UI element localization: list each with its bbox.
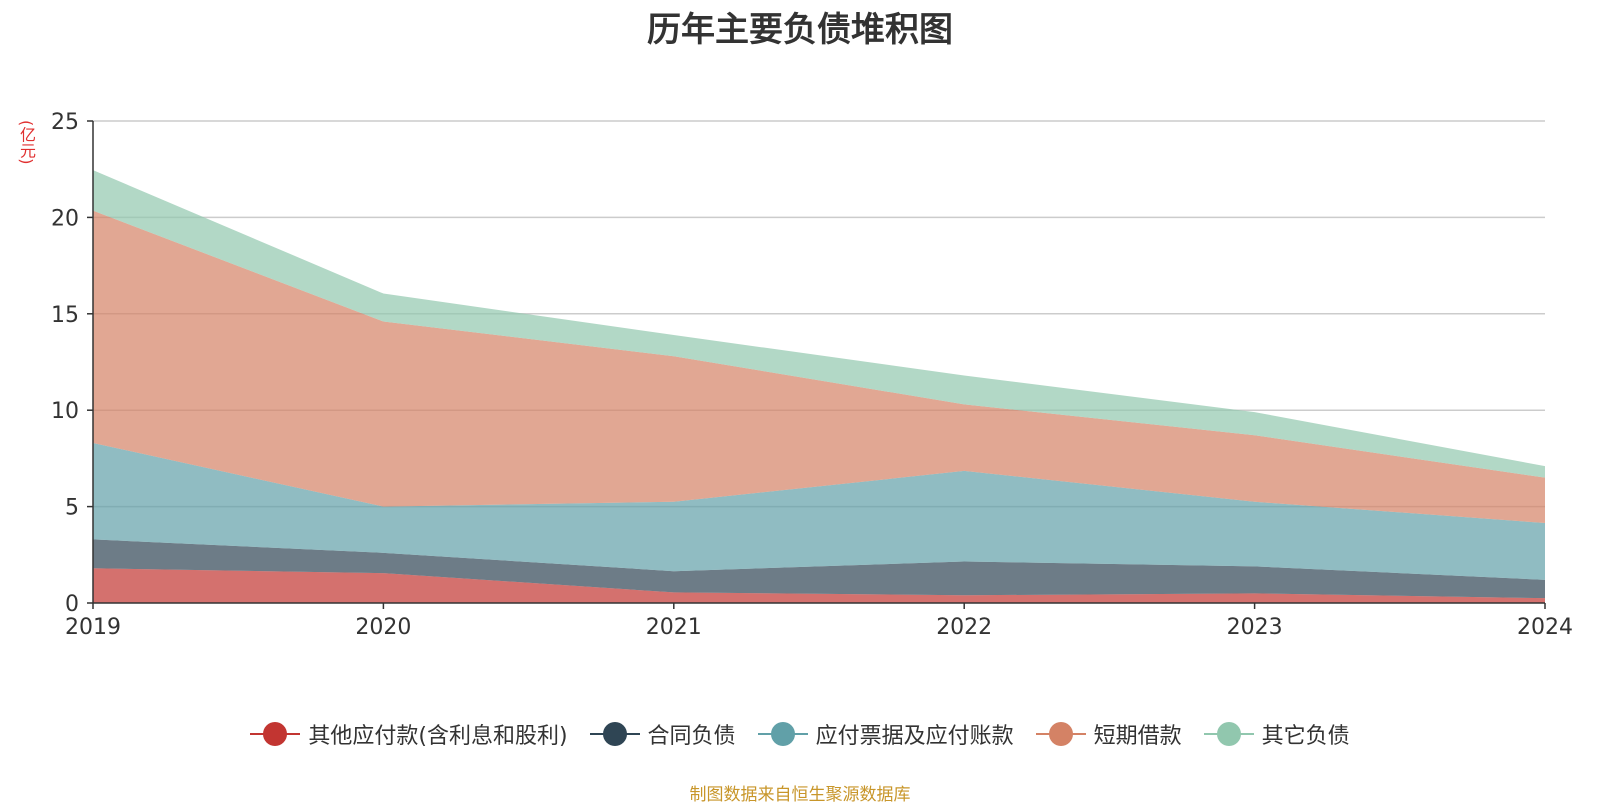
legend-marker-icon: [1035, 722, 1086, 746]
area-series-4: [93, 210, 1545, 523]
chart-legend: 其他应付款(含利息和股利) 合同负债 应付票据及应付账款 短期借款 其它负债: [0, 718, 1600, 750]
legend-marker-icon: [757, 722, 808, 746]
y-tick-label: 15: [51, 303, 79, 328]
area-series-2: [93, 539, 1545, 599]
x-tick-label: 2020: [355, 615, 411, 640]
y-tick-label: 5: [65, 496, 79, 521]
legend-marker-icon: [250, 722, 301, 746]
y-tick-label: 20: [51, 206, 79, 231]
legend-marker-icon: [589, 722, 640, 746]
y-tick-label: 10: [51, 399, 79, 424]
area-series-3: [93, 442, 1545, 580]
area-series-5: [93, 170, 1545, 478]
x-tick-label: 2021: [646, 615, 702, 640]
legend-label: 其它负债: [1261, 724, 1350, 749]
legend-label: 应付票据及应付账款: [815, 724, 1014, 749]
stacked-area-chart: 0 5 10 15 20 25 2019 2020 2021 2022 2023 2024: [51, 110, 1573, 640]
x-tick-label: 2024: [1517, 615, 1573, 640]
legend-item[interactable]: 其他应付款(含利息和股利): [250, 718, 568, 750]
x-tick-label: 2019: [65, 615, 121, 640]
x-tick-label: 2022: [936, 615, 992, 640]
chart-title: 历年主要负债堆积图: [647, 10, 953, 50]
legend-item[interactable]: 短期借款: [1035, 718, 1182, 750]
y-tick-label: 25: [51, 110, 79, 135]
legend-label: 短期借款: [1093, 724, 1182, 749]
legend-label: 合同负债: [647, 724, 736, 749]
legend-item[interactable]: 应付票据及应付账款: [757, 718, 1014, 750]
y-axis-unit: (亿元): [17, 120, 36, 165]
legend-item[interactable]: 其它负债: [1203, 718, 1350, 750]
y-tick-label: 0: [65, 592, 79, 617]
x-tick-label: 2023: [1227, 615, 1283, 640]
data-source-note: 制图数据来自恒生聚源数据库: [689, 785, 911, 805]
legend-marker-icon: [1203, 722, 1254, 746]
area-series-1: [93, 568, 1545, 603]
legend-item[interactable]: 合同负债: [589, 718, 736, 750]
legend-label: 其他应付款(含利息和股利): [308, 724, 568, 749]
